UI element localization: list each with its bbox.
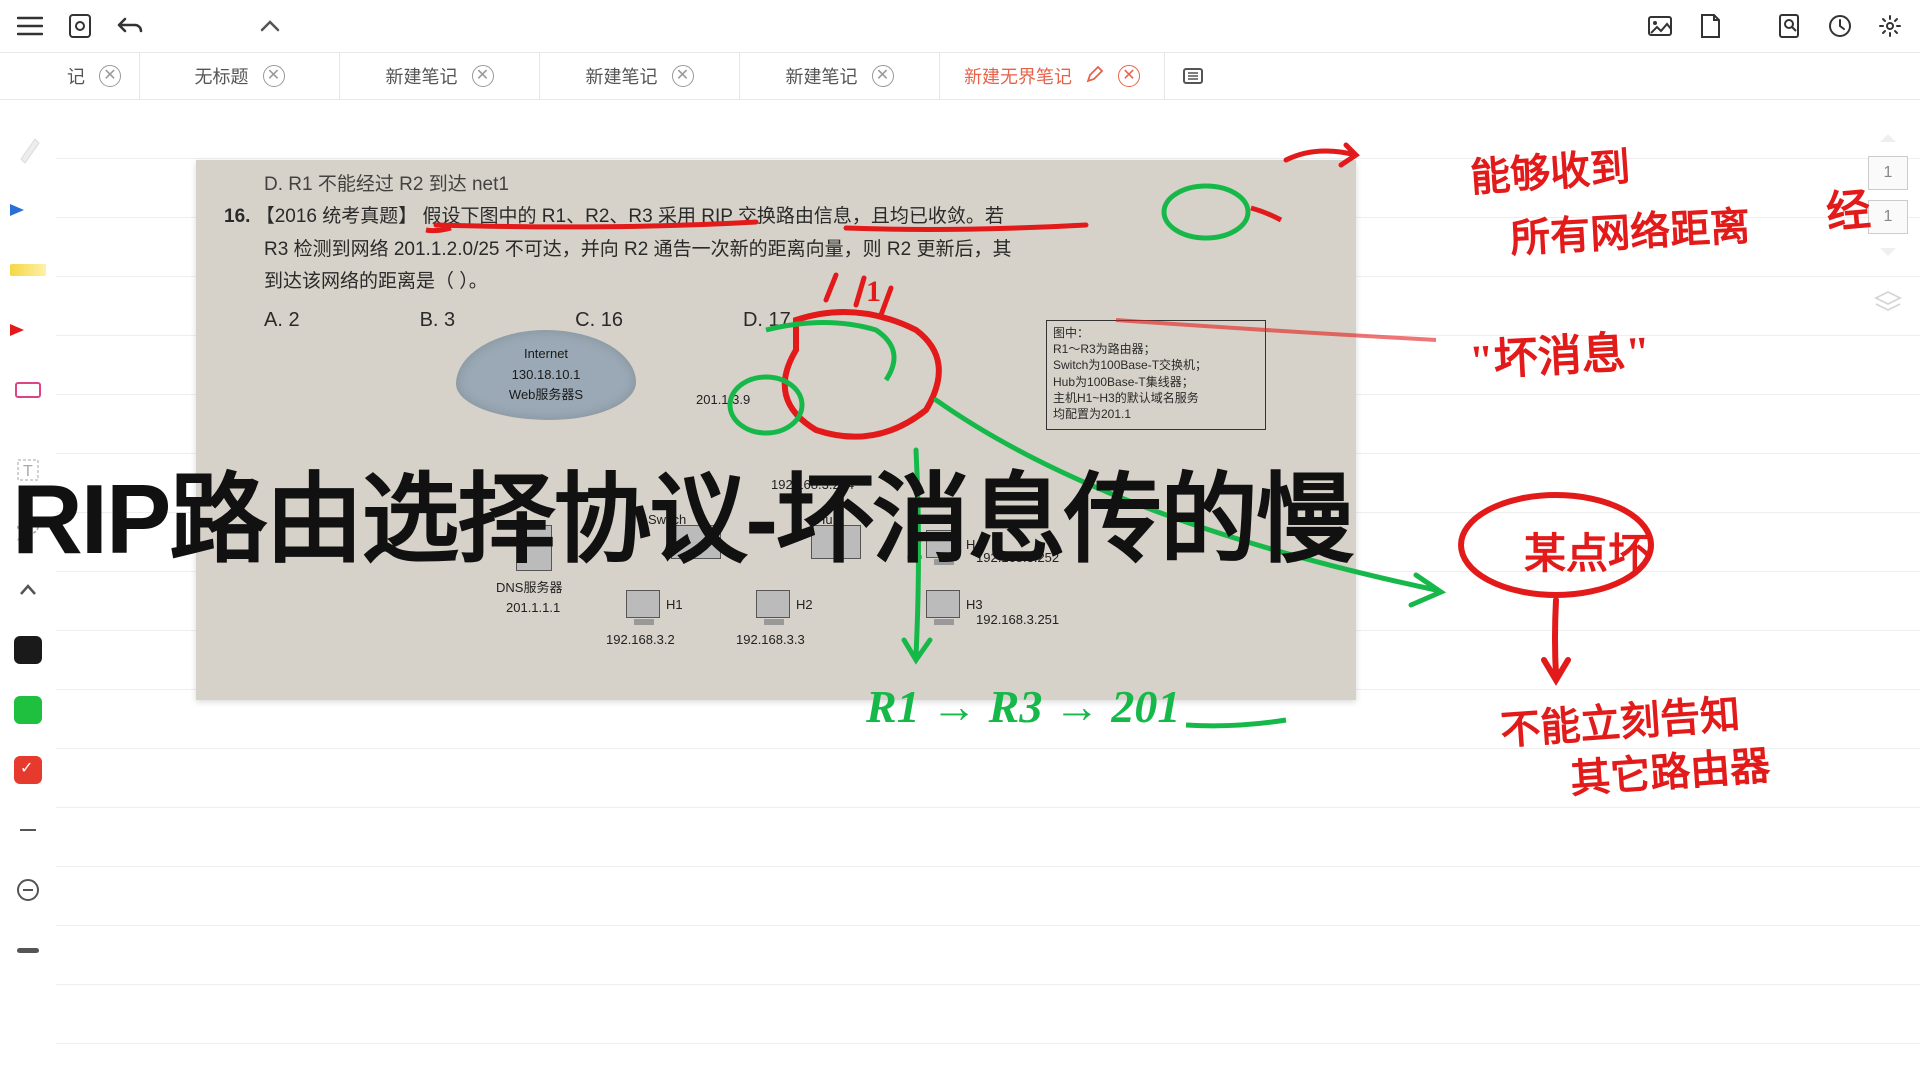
tab-label: 新建无界笔记	[964, 63, 1072, 89]
page-up-icon[interactable]	[1876, 130, 1900, 146]
tab-0[interactable]: 记 ✕	[0, 53, 140, 99]
close-icon[interactable]: ✕	[672, 65, 694, 87]
pencil-tool-icon[interactable]	[10, 132, 46, 168]
tab-bar: 记 ✕ 无标题 ✕ 新建笔记 ✕ 新建笔记 ✕ 新建笔记 ✕ 新建无界笔记 ✕	[0, 52, 1920, 100]
tab-label: 新建笔记	[586, 63, 658, 89]
pc-h3	[926, 590, 960, 618]
h1-ip: 192.168.3.2	[606, 630, 675, 651]
hand-red-num1: 1	[866, 275, 881, 309]
tab-1[interactable]: 无标题 ✕	[140, 53, 340, 99]
page-total[interactable]: 1	[1868, 200, 1908, 234]
close-icon[interactable]: ✕	[263, 65, 285, 87]
top-toolbar	[0, 0, 1920, 52]
tab-2[interactable]: 新建笔记 ✕	[340, 53, 540, 99]
pc-h1	[626, 590, 660, 618]
q-body-2: R3 检测到网络 201.1.2.0/25 不可达，并向 R2 通告一次新的距离…	[264, 235, 1328, 265]
tab-label: 新建笔记	[386, 63, 458, 89]
hand-red-mid: "坏消息"	[1468, 315, 1652, 388]
dns-ip-label: 201.1.1.1	[506, 598, 560, 619]
color-black-swatch[interactable]	[10, 632, 46, 668]
r1-ip-label: 201.1.3.9	[696, 390, 750, 411]
search-note-icon[interactable]	[1776, 12, 1804, 40]
tab-label: 记	[67, 63, 85, 89]
color-green-swatch[interactable]	[10, 692, 46, 728]
eraser-tool-icon[interactable]	[10, 372, 46, 408]
stroke-circle-icon[interactable]	[10, 872, 46, 908]
tab-3[interactable]: 新建笔记 ✕	[540, 53, 740, 99]
color-red-swatch-selected[interactable]	[10, 752, 46, 788]
video-title-overlay: RIP路由选择协议-坏消息传的慢	[12, 440, 1352, 582]
hand-green-bottom: R1 → R3 → 201	[866, 680, 1180, 733]
menu-icon[interactable]	[16, 12, 44, 40]
chevron-up-icon[interactable]	[256, 12, 284, 40]
q-source: 【2016 统考真题】	[256, 206, 418, 227]
tab-overflow-icon[interactable]	[1165, 67, 1221, 85]
page-icon[interactable]	[1696, 12, 1724, 40]
stroke-thin-icon[interactable]	[10, 812, 46, 848]
exam-photo: D. R1 不能经过 R2 到达 net1 16. 【2016 统考真题】 假设…	[196, 160, 1356, 700]
pen-red-tool-icon[interactable]	[10, 312, 46, 348]
q-previous-option: D. R1 不能经过 R2 到达 net1	[264, 170, 1328, 200]
tab-4[interactable]: 新建笔记 ✕	[740, 53, 940, 99]
h3-ip: 192.168.3.251	[976, 610, 1059, 631]
highlighter-tool-icon[interactable]	[10, 252, 46, 288]
hand-red-top3: 经	[1823, 173, 1872, 241]
h2-ip: 192.168.3.3	[736, 630, 805, 651]
hand-red-circle: 某点坏	[1524, 520, 1650, 581]
close-icon[interactable]: ✕	[472, 65, 494, 87]
h2-label: H2	[796, 595, 813, 616]
tab-5-active[interactable]: 新建无界笔记 ✕	[940, 53, 1165, 99]
tab-label: 无标题	[195, 63, 249, 89]
diagram-legend: 图中： R1～R3为路由器； Switch为100Base-T交换机； Hub为…	[1046, 320, 1266, 430]
image-icon[interactable]	[1646, 12, 1674, 40]
preview-icon[interactable]	[66, 12, 94, 40]
edit-icon[interactable]	[1086, 65, 1104, 88]
q-body-1: 假设下图中的 R1、R2、R3 采用 RIP 交换路由信息，且均已收敛。若	[423, 206, 1004, 227]
note-canvas[interactable]: D. R1 不能经过 R2 到达 net1 16. 【2016 统考真题】 假设…	[56, 100, 1920, 1080]
option-a: A. 2	[264, 304, 300, 336]
pc-h2	[756, 590, 790, 618]
undo-icon[interactable]	[116, 12, 144, 40]
stroke-thick-icon[interactable]	[10, 932, 46, 968]
close-icon[interactable]: ✕	[99, 65, 121, 87]
page-down-icon[interactable]	[1876, 244, 1900, 260]
q-number: 16.	[224, 206, 250, 227]
page-current[interactable]: 1	[1868, 156, 1908, 190]
clock-icon[interactable]	[1826, 12, 1854, 40]
pen-blue-tool-icon[interactable]	[10, 192, 46, 228]
hand-red-top1: 能够收到	[1468, 134, 1632, 203]
h1-label: H1	[666, 595, 683, 616]
close-icon[interactable]: ✕	[872, 65, 894, 87]
close-icon[interactable]: ✕	[1118, 65, 1140, 87]
q-body-3: 到达该网络的距离是（ ）。	[264, 267, 1328, 297]
internet-cloud: Internet 130.18.10.1 Web服务器S	[456, 330, 636, 420]
tab-label: 新建笔记	[786, 63, 858, 89]
settings-icon[interactable]	[1876, 12, 1904, 40]
option-b: B. 3	[420, 304, 456, 336]
layers-icon[interactable]	[1874, 290, 1902, 319]
